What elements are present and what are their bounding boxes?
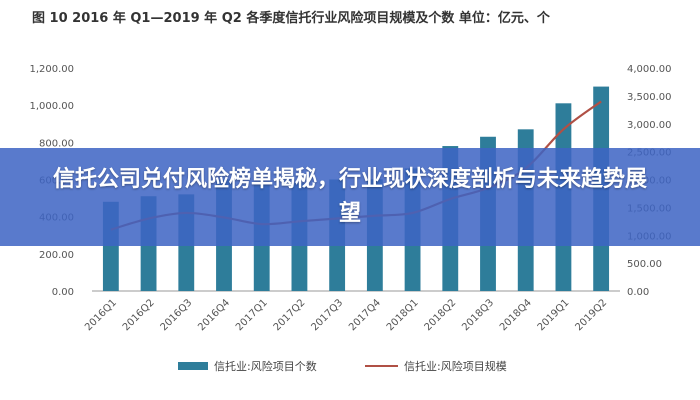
x-tick-label: 2018Q2 <box>423 297 459 333</box>
banner-title: 信托公司兑付风险榜单揭秘，行业现状深度剖析与未来趋势展望 <box>52 167 647 226</box>
x-tick-labels: 2016Q1 2016Q2 2016Q3 2016Q4 2017Q1 2017Q2 2017… <box>83 297 609 333</box>
x-tick-label: 2018Q1 <box>385 297 421 333</box>
legend-label-line: 信托业:风险项目规模 <box>404 359 507 373</box>
y-right-tick-label: 500.00 <box>627 259 662 270</box>
x-tick-label: 2016Q2 <box>121 297 157 333</box>
y-left-tick-label: 0.00 <box>52 287 74 298</box>
x-tick-label: 2017Q4 <box>347 297 383 333</box>
x-tick-label: 2018Q3 <box>460 297 496 333</box>
y-left-tick-label: 200.00 <box>39 250 74 261</box>
x-tick-label: 2016Q3 <box>159 297 195 333</box>
y-left-tick-label: 800.00 <box>39 138 74 149</box>
x-tick-label: 2018Q4 <box>498 297 534 333</box>
x-tick-label: 2017Q2 <box>272 297 308 333</box>
legend-swatch-bars <box>178 362 208 370</box>
x-tick-label: 2019Q2 <box>573 297 609 333</box>
y-right-tick-label: 3,500.00 <box>627 92 672 103</box>
x-tick-label: 2017Q3 <box>309 297 345 333</box>
x-tick-label: 2019Q1 <box>536 297 572 333</box>
article-banner: 信托公司兑付风险榜单揭秘，行业现状深度剖析与未来趋势展望 <box>0 148 700 246</box>
y-right-tick-label: 0.00 <box>627 287 649 298</box>
y-right-tick-label: 4,000.00 <box>627 64 672 75</box>
legend: 信托业:风险项目个数 信托业:风险项目规模 <box>178 359 507 373</box>
y-right-tick-label: 3,000.00 <box>627 120 672 131</box>
y-left-tick-label: 1,200.00 <box>29 64 74 75</box>
x-tick-label: 2016Q1 <box>83 297 119 333</box>
x-tick-label: 2016Q4 <box>196 297 232 333</box>
legend-label-bars: 信托业:风险项目个数 <box>214 359 317 373</box>
chart-title: 图 10 2016 年 Q1—2019 年 Q2 各季度信托行业风险项目规模及个… <box>32 11 550 26</box>
x-tick-label: 2017Q1 <box>234 297 270 333</box>
y-left-tick-label: 1,000.00 <box>29 101 74 112</box>
